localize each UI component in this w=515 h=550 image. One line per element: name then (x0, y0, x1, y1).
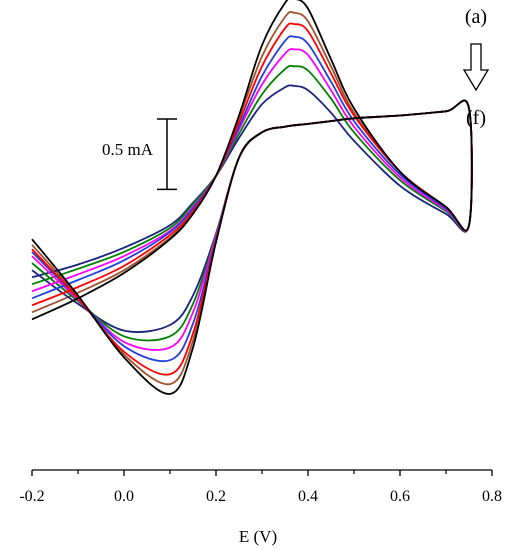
series-curve-1 (31, 0, 473, 395)
x-axis: -0.2 0.0 0.2 0.4 0.6 0.8 (19, 469, 502, 505)
series-curve-6 (31, 84, 473, 333)
x-tick-label: 0.4 (298, 488, 318, 505)
series-curve-5 (31, 64, 473, 342)
series-curve-4 (31, 48, 473, 351)
x-tick-label: 0.0 (114, 488, 134, 505)
x-tick-label: 0.6 (390, 488, 410, 505)
x-tick-label: 0.8 (482, 488, 502, 505)
series-curve-7 (31, 11, 473, 386)
curves-group (31, 0, 473, 395)
x-axis-label: E (V) (239, 527, 277, 546)
down-arrow-icon (462, 43, 490, 92)
scale-bar (157, 118, 177, 191)
scale-bar-label: 0.5 mA (102, 140, 154, 159)
x-tick-label: -0.2 (19, 488, 44, 505)
annotation-last: (f) (466, 107, 486, 129)
x-tick-label: 0.2 (206, 488, 226, 505)
annotation-first: (a) (465, 6, 487, 28)
